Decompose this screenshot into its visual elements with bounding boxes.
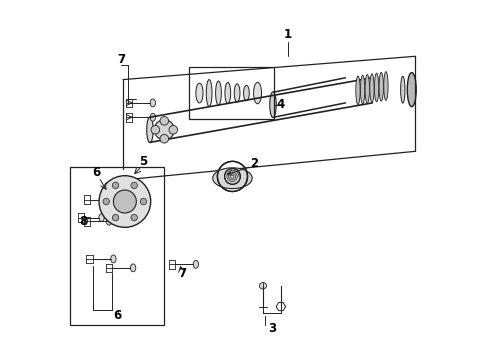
Ellipse shape <box>244 85 249 101</box>
Text: 1: 1 <box>284 28 292 41</box>
Circle shape <box>169 126 177 134</box>
Circle shape <box>112 215 119 221</box>
Bar <box>70 167 164 325</box>
Ellipse shape <box>106 217 112 225</box>
Ellipse shape <box>356 76 360 105</box>
Ellipse shape <box>130 264 136 272</box>
Text: 8: 8 <box>79 215 87 228</box>
Text: 5: 5 <box>139 155 147 168</box>
Circle shape <box>112 182 119 189</box>
Ellipse shape <box>374 73 379 102</box>
Ellipse shape <box>206 80 212 107</box>
Ellipse shape <box>106 196 112 204</box>
Text: 6: 6 <box>114 309 122 322</box>
Circle shape <box>113 190 136 213</box>
Circle shape <box>131 182 137 189</box>
Circle shape <box>99 176 151 227</box>
Ellipse shape <box>193 260 198 268</box>
Ellipse shape <box>216 81 221 105</box>
Ellipse shape <box>259 283 267 289</box>
Bar <box>190 67 274 119</box>
Ellipse shape <box>254 82 262 104</box>
Text: 7: 7 <box>178 267 186 280</box>
Circle shape <box>154 120 174 140</box>
Circle shape <box>160 134 169 143</box>
Circle shape <box>131 215 137 221</box>
Ellipse shape <box>147 117 153 143</box>
Text: 7: 7 <box>117 53 125 66</box>
Ellipse shape <box>270 92 276 118</box>
Ellipse shape <box>407 73 416 107</box>
Ellipse shape <box>379 72 383 101</box>
Ellipse shape <box>99 214 104 222</box>
Ellipse shape <box>361 75 365 104</box>
Text: 6: 6 <box>92 166 100 179</box>
Circle shape <box>140 198 147 205</box>
Ellipse shape <box>213 168 252 189</box>
Ellipse shape <box>370 74 374 103</box>
Ellipse shape <box>384 72 388 100</box>
Ellipse shape <box>225 82 231 104</box>
Circle shape <box>160 117 169 125</box>
Ellipse shape <box>196 83 203 103</box>
Ellipse shape <box>401 76 405 103</box>
Text: 4: 4 <box>277 98 285 111</box>
Ellipse shape <box>111 255 116 263</box>
Circle shape <box>103 198 109 205</box>
Ellipse shape <box>150 99 155 107</box>
Ellipse shape <box>150 113 155 121</box>
Text: 3: 3 <box>268 322 276 335</box>
Text: 2: 2 <box>250 157 258 170</box>
Ellipse shape <box>234 84 240 102</box>
Circle shape <box>151 126 160 134</box>
Ellipse shape <box>365 75 369 103</box>
